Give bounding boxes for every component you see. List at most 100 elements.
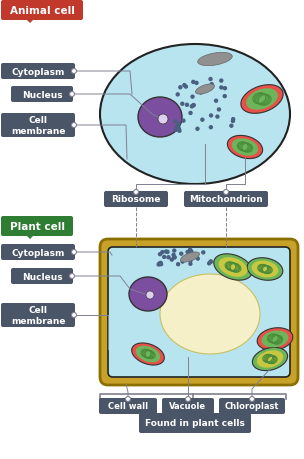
Circle shape bbox=[209, 126, 212, 129]
Circle shape bbox=[163, 256, 166, 259]
Circle shape bbox=[182, 120, 185, 123]
Ellipse shape bbox=[232, 139, 258, 157]
Ellipse shape bbox=[129, 277, 167, 311]
Circle shape bbox=[71, 250, 77, 255]
Ellipse shape bbox=[160, 274, 260, 354]
Circle shape bbox=[230, 125, 233, 128]
Text: Cell
membrane: Cell membrane bbox=[11, 116, 65, 135]
Text: Nucleus: Nucleus bbox=[22, 272, 62, 281]
Ellipse shape bbox=[214, 254, 252, 280]
Ellipse shape bbox=[181, 252, 199, 263]
Circle shape bbox=[190, 106, 193, 109]
Circle shape bbox=[223, 95, 226, 98]
Circle shape bbox=[194, 255, 197, 258]
Ellipse shape bbox=[227, 136, 263, 159]
FancyBboxPatch shape bbox=[11, 269, 73, 285]
Ellipse shape bbox=[246, 89, 278, 111]
Circle shape bbox=[216, 116, 219, 119]
FancyBboxPatch shape bbox=[1, 217, 73, 236]
Polygon shape bbox=[191, 410, 199, 414]
Ellipse shape bbox=[262, 331, 288, 348]
Circle shape bbox=[223, 88, 226, 90]
Circle shape bbox=[126, 397, 130, 402]
Circle shape bbox=[220, 80, 223, 83]
Circle shape bbox=[206, 86, 209, 89]
Circle shape bbox=[175, 129, 178, 132]
Circle shape bbox=[179, 87, 182, 90]
Circle shape bbox=[189, 112, 192, 115]
Text: Cell
membrane: Cell membrane bbox=[11, 306, 65, 325]
Circle shape bbox=[185, 397, 191, 402]
Text: Cell wall: Cell wall bbox=[108, 402, 148, 411]
Ellipse shape bbox=[195, 85, 215, 95]
Circle shape bbox=[170, 258, 173, 262]
Circle shape bbox=[173, 250, 176, 252]
Circle shape bbox=[167, 256, 170, 259]
Ellipse shape bbox=[132, 343, 164, 365]
FancyBboxPatch shape bbox=[100, 240, 298, 385]
FancyBboxPatch shape bbox=[184, 191, 268, 207]
Circle shape bbox=[181, 261, 184, 263]
Ellipse shape bbox=[198, 53, 232, 67]
Circle shape bbox=[159, 262, 162, 265]
Circle shape bbox=[217, 109, 220, 112]
Text: Plant cell: Plant cell bbox=[9, 222, 64, 231]
Circle shape bbox=[197, 91, 200, 94]
FancyBboxPatch shape bbox=[219, 398, 285, 414]
Circle shape bbox=[173, 256, 176, 259]
Circle shape bbox=[250, 397, 254, 402]
Ellipse shape bbox=[136, 346, 160, 363]
Circle shape bbox=[172, 254, 175, 257]
Circle shape bbox=[177, 263, 180, 266]
Text: Mitochondrion: Mitochondrion bbox=[189, 195, 263, 204]
Circle shape bbox=[202, 252, 205, 254]
Circle shape bbox=[195, 82, 198, 85]
Circle shape bbox=[209, 78, 212, 81]
Ellipse shape bbox=[241, 85, 283, 114]
Circle shape bbox=[192, 104, 195, 107]
Circle shape bbox=[192, 81, 195, 84]
Circle shape bbox=[146, 291, 154, 299]
Circle shape bbox=[189, 263, 192, 266]
FancyBboxPatch shape bbox=[104, 191, 168, 207]
Ellipse shape bbox=[138, 98, 182, 138]
Circle shape bbox=[181, 103, 184, 106]
Circle shape bbox=[177, 123, 180, 126]
Text: Cytoplasm: Cytoplasm bbox=[11, 248, 65, 257]
Circle shape bbox=[164, 251, 168, 253]
Circle shape bbox=[210, 84, 213, 86]
Circle shape bbox=[71, 123, 77, 128]
Circle shape bbox=[188, 249, 192, 252]
Circle shape bbox=[71, 69, 77, 74]
Circle shape bbox=[161, 251, 164, 254]
Circle shape bbox=[209, 260, 212, 263]
Circle shape bbox=[173, 256, 176, 259]
Ellipse shape bbox=[247, 258, 283, 280]
Circle shape bbox=[158, 253, 161, 256]
Ellipse shape bbox=[257, 328, 293, 351]
Circle shape bbox=[190, 250, 193, 253]
FancyBboxPatch shape bbox=[162, 398, 214, 414]
Circle shape bbox=[166, 251, 169, 254]
Circle shape bbox=[209, 115, 212, 118]
Circle shape bbox=[223, 190, 229, 195]
Circle shape bbox=[196, 257, 199, 261]
Text: Cytoplasm: Cytoplasm bbox=[11, 67, 65, 76]
Ellipse shape bbox=[252, 347, 288, 371]
Ellipse shape bbox=[252, 261, 278, 278]
FancyBboxPatch shape bbox=[1, 114, 75, 138]
Circle shape bbox=[232, 118, 235, 121]
Circle shape bbox=[176, 126, 178, 129]
Circle shape bbox=[71, 313, 77, 318]
Circle shape bbox=[180, 252, 183, 256]
Circle shape bbox=[157, 263, 160, 266]
Circle shape bbox=[158, 263, 161, 265]
Circle shape bbox=[215, 100, 218, 103]
FancyBboxPatch shape bbox=[11, 87, 73, 103]
Circle shape bbox=[201, 119, 204, 122]
Circle shape bbox=[174, 121, 177, 123]
Polygon shape bbox=[26, 20, 34, 24]
Ellipse shape bbox=[219, 257, 247, 277]
FancyBboxPatch shape bbox=[1, 64, 75, 80]
Text: Ribosome: Ribosome bbox=[111, 195, 161, 204]
